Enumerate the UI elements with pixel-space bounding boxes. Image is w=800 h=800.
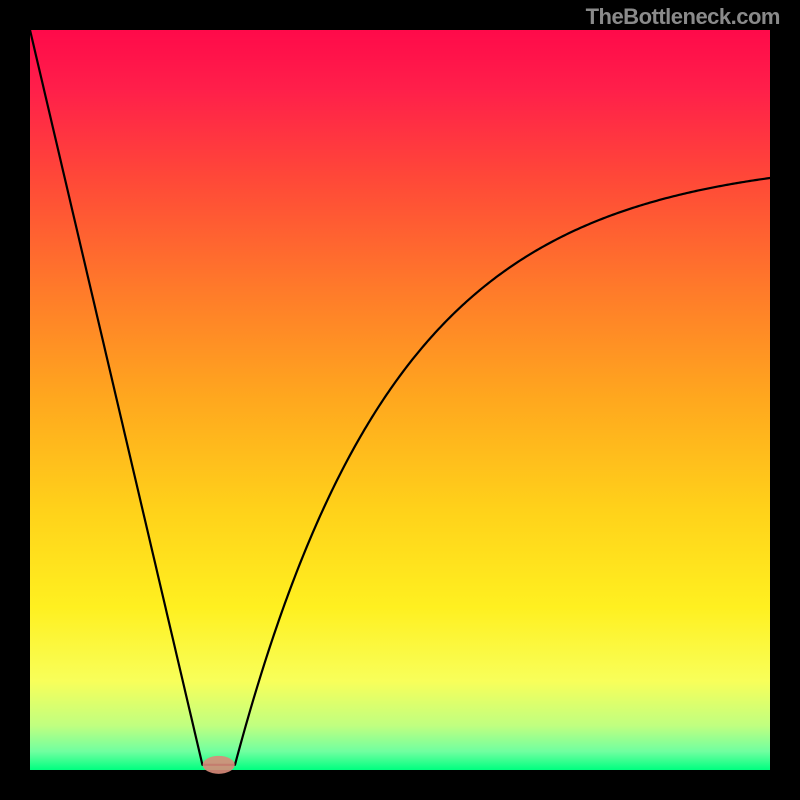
chart-container: TheBottleneck.com [0,0,800,800]
chart-background-gradient [30,30,770,770]
bottleneck-curve-chart [0,0,800,800]
watermark-text: TheBottleneck.com [586,4,780,30]
minimum-marker [203,756,235,774]
